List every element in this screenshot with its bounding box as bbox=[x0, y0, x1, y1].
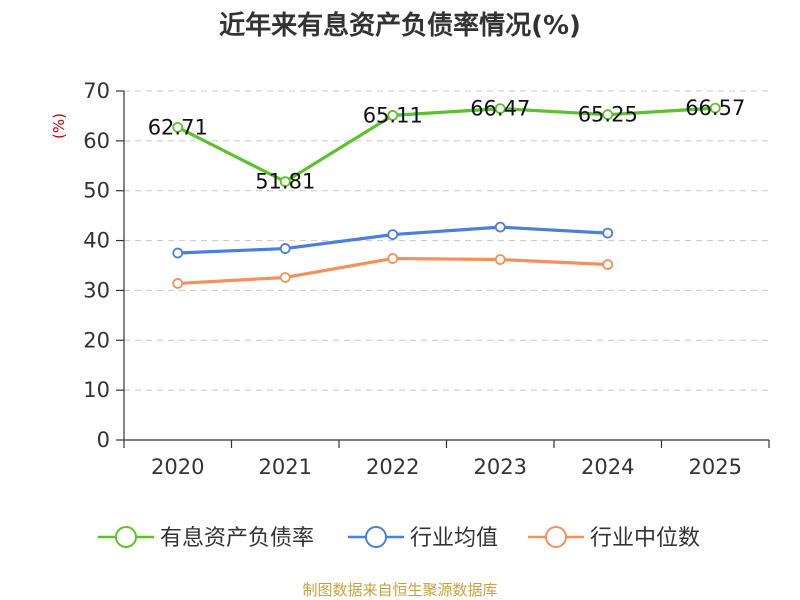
data-point bbox=[172, 247, 184, 259]
legend-label: 有息资产负债率 bbox=[160, 526, 314, 551]
data-label: 65.11 bbox=[363, 103, 423, 127]
data-point bbox=[172, 278, 184, 289]
y-tick-label: 10 bbox=[83, 378, 110, 402]
data-point bbox=[709, 102, 721, 114]
y-tick-label: 60 bbox=[83, 129, 110, 153]
x-tick-label: 2025 bbox=[689, 455, 742, 479]
x-tick-labels: 2020 2021 2022 2023 2024 2025 bbox=[151, 455, 742, 479]
legend-item: 行业中位数 bbox=[528, 526, 700, 551]
data-labels: 62.71 51.81 65.11 66.47 65.25 66.57 bbox=[148, 96, 746, 194]
data-point bbox=[279, 176, 291, 188]
data-label: 62.71 bbox=[148, 115, 208, 139]
legend-label: 行业中位数 bbox=[590, 526, 700, 551]
y-tick-label: 40 bbox=[83, 229, 110, 253]
data-label: 66.47 bbox=[470, 97, 530, 121]
legend: 有息资产负债率 行业均值 行业中位数 bbox=[98, 526, 700, 551]
legend-marker bbox=[545, 526, 567, 548]
data-point bbox=[494, 254, 506, 265]
data-label: 51.81 bbox=[255, 170, 315, 194]
y-tick-label: 0 bbox=[97, 428, 110, 452]
y-tick-label: 20 bbox=[83, 328, 110, 352]
x-tick-label: 2023 bbox=[474, 455, 527, 479]
chart-title: 近年来有息资产负债率情况(%) bbox=[219, 10, 581, 41]
y-tick-label: 30 bbox=[83, 278, 110, 302]
y-tick-labels: 0 10 20 30 40 50 60 70 bbox=[83, 79, 110, 452]
data-point bbox=[279, 272, 291, 283]
gridlines bbox=[124, 90, 769, 391]
y-tick-label: 50 bbox=[83, 179, 110, 203]
source-note: 制图数据来自恒生聚源数据库 bbox=[302, 581, 497, 599]
data-point bbox=[494, 221, 506, 233]
legend-label: 行业均值 bbox=[410, 526, 498, 551]
data-point bbox=[172, 121, 184, 133]
data-point bbox=[387, 109, 399, 121]
data-point bbox=[494, 103, 506, 114]
x-tick-label: 2021 bbox=[259, 455, 312, 479]
y-axis-label: (%) bbox=[50, 113, 68, 139]
data-point bbox=[602, 259, 614, 270]
data-point bbox=[602, 227, 614, 239]
data-point bbox=[387, 229, 399, 240]
series-group bbox=[172, 102, 721, 289]
axes bbox=[116, 90, 770, 448]
x-tick-label: 2022 bbox=[366, 455, 419, 479]
y-tick-label: 70 bbox=[83, 79, 110, 103]
legend-marker bbox=[365, 526, 387, 548]
legend-marker bbox=[115, 526, 137, 548]
legend-item: 有息资产负债率 bbox=[98, 526, 314, 551]
data-point bbox=[387, 253, 399, 264]
series-line bbox=[177, 106, 716, 184]
legend-item: 行业均值 bbox=[348, 526, 498, 551]
data-label: 66.57 bbox=[685, 96, 745, 120]
x-tick-label: 2020 bbox=[151, 455, 204, 479]
data-label: 65.25 bbox=[578, 103, 638, 127]
x-tick-label: 2024 bbox=[581, 455, 634, 479]
data-point bbox=[279, 243, 291, 254]
data-point bbox=[602, 109, 614, 121]
